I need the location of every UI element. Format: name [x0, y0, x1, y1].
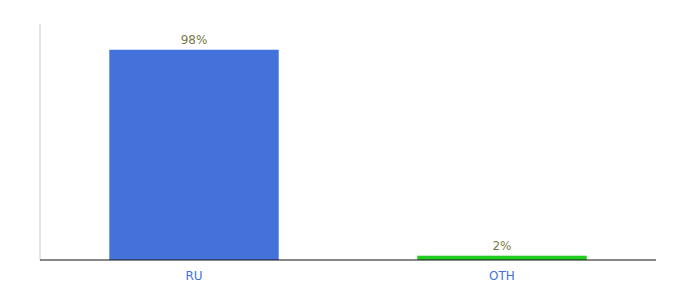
- y-axis-line: [40, 24, 41, 260]
- bar: [109, 50, 278, 260]
- chart-svg: RU OTH 98% 2%: [0, 0, 680, 300]
- x-tick-label: OTH: [489, 269, 515, 283]
- x-tick-label: RU: [185, 269, 202, 283]
- bars: [109, 50, 586, 260]
- chart-container: RU OTH 98% 2%: [0, 0, 680, 300]
- data-label: 98%: [181, 33, 208, 47]
- x-axis-line: [40, 259, 656, 260]
- bar: [417, 256, 586, 260]
- data-label: 2%: [492, 239, 511, 253]
